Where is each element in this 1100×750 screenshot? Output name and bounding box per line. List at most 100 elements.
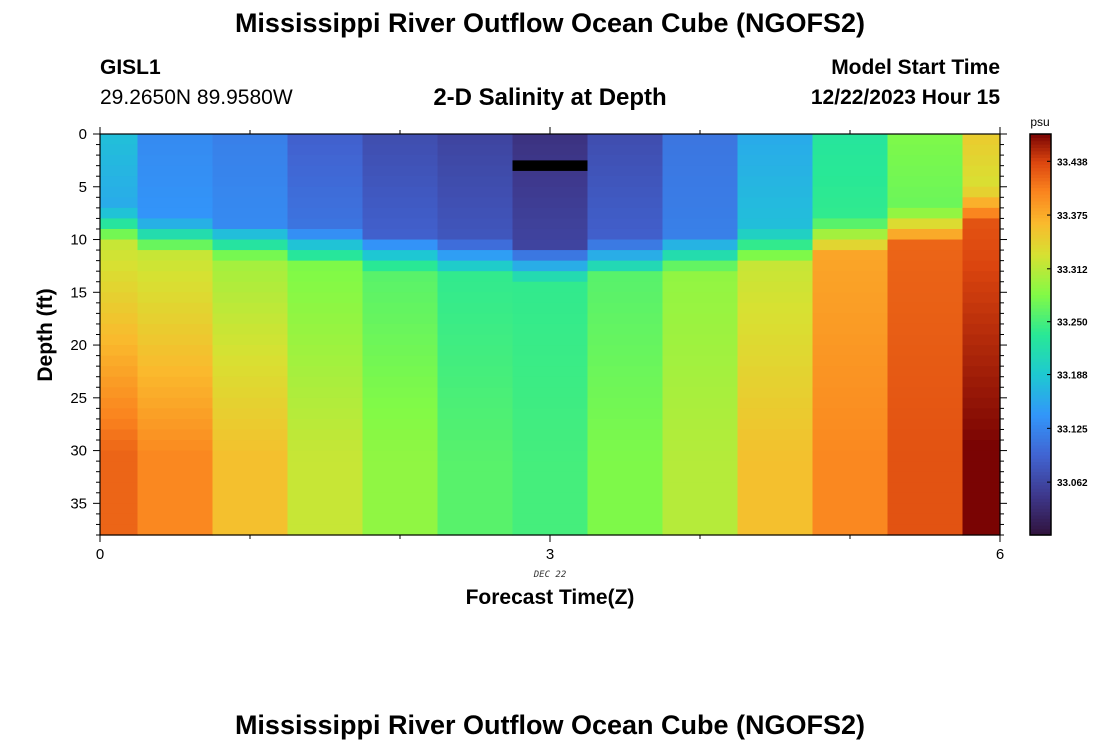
colorbar-swatch: [1030, 157, 1051, 162]
heatmap-cell: [962, 155, 1001, 167]
colorbar-swatch: [1030, 294, 1051, 299]
heatmap-cell: [662, 397, 739, 409]
colorbar-tick-label: 33.438: [1057, 157, 1088, 168]
heatmap-cell: [737, 260, 814, 272]
heatmap-cell: [887, 429, 964, 441]
heatmap-cell: [212, 418, 289, 431]
heatmap-cell: [137, 281, 214, 293]
heatmap-cell: [812, 207, 889, 220]
heatmap-cell: [812, 313, 889, 325]
colorbar-swatch: [1030, 354, 1051, 359]
heatmap-cell: [512, 524, 589, 536]
heatmap-cell: [512, 197, 589, 209]
colorbar-swatch: [1030, 361, 1051, 366]
heatmap-cell: [737, 176, 814, 188]
heatmap-cell: [737, 461, 814, 473]
heatmap-cell: [737, 355, 814, 367]
heatmap-cell: [512, 323, 589, 336]
heatmap-cell: [812, 376, 889, 388]
heatmap-cell: [100, 292, 139, 304]
heatmap-cell: [737, 513, 814, 526]
colorbar-swatch: [1030, 374, 1051, 379]
heatmap-cell: [887, 461, 964, 473]
heatmap-cell: [137, 292, 214, 304]
heatmap-cell: [362, 239, 439, 251]
heatmap-cell: [662, 492, 739, 504]
heatmap-cell: [362, 492, 439, 504]
heatmap-cell: [137, 186, 214, 198]
heatmap-cell: [437, 207, 514, 220]
colorbar-swatch: [1030, 147, 1051, 152]
heatmap-cell: [887, 155, 964, 167]
heatmap-cell: [962, 440, 1001, 452]
colorbar-swatch: [1030, 418, 1051, 422]
heatmap-cell: [100, 144, 139, 156]
colorbar-swatch: [1030, 284, 1051, 289]
heatmap-cell: [812, 366, 889, 378]
heatmap-cell: [812, 492, 889, 504]
colorbar-swatch: [1030, 438, 1051, 443]
heatmap-cell: [587, 197, 664, 209]
heatmap-cell: [437, 197, 514, 209]
colorbar-tick-label: 33.125: [1057, 424, 1088, 435]
colorbar-swatch: [1030, 384, 1051, 389]
heatmap-cell: [812, 345, 889, 357]
heatmap-cell: [512, 461, 589, 473]
colorbar-swatch: [1030, 518, 1051, 523]
heatmap-cell: [662, 155, 739, 167]
heatmap-cell: [587, 186, 664, 198]
heatmap-cell: [587, 239, 664, 251]
heatmap-cell: [737, 292, 814, 304]
heatmap-cell: [887, 440, 964, 452]
heatmap-cell: [362, 418, 439, 431]
heatmap-cell: [962, 165, 1001, 177]
heatmap-cell: [212, 239, 289, 251]
x-axis-title: Forecast Time(Z): [466, 586, 635, 609]
heatmap-cell: [362, 355, 439, 367]
heatmap-cell: [737, 302, 814, 314]
heatmap-cell: [437, 334, 514, 346]
heatmap-cell: [512, 503, 589, 515]
heatmap-cell: [662, 387, 739, 399]
heatmap-cell: [287, 250, 364, 262]
heatmap-cell: [812, 355, 889, 367]
colorbar-swatch: [1030, 210, 1051, 215]
heatmap-cell: [887, 366, 964, 378]
colorbar-swatch: [1030, 197, 1051, 202]
heatmap-cell: [437, 302, 514, 314]
heatmap-cell: [587, 155, 664, 167]
heatmap-cell: [962, 260, 1001, 272]
heatmap-cell: [137, 418, 214, 431]
heatmap-cell: [887, 165, 964, 177]
heatmap-cell: [962, 197, 1001, 209]
heatmap-cell: [100, 376, 139, 388]
heatmap-cell: [962, 176, 1001, 188]
heatmap-cell: [512, 165, 589, 177]
heatmap-cell: [212, 260, 289, 272]
colorbar-swatch: [1030, 311, 1051, 316]
heatmap-cell: [212, 492, 289, 504]
heatmap-cell: [662, 429, 739, 441]
page-title: Mississippi River Outflow Ocean Cube (NG…: [234, 8, 866, 38]
colorbar-swatch: [1030, 458, 1051, 463]
heatmap-cell: [137, 260, 214, 272]
colorbar-swatch: [1030, 451, 1051, 456]
heatmap-cell: [362, 281, 439, 293]
colorbar-swatch: [1030, 381, 1051, 386]
heatmap-cell: [812, 387, 889, 399]
colorbar-swatch: [1030, 224, 1051, 229]
colorbar-swatch: [1030, 214, 1051, 219]
heatmap-cell: [100, 197, 139, 209]
heatmap-cell: [587, 260, 664, 272]
heatmap-cell: [212, 281, 289, 293]
colorbar-swatch: [1030, 200, 1051, 205]
colorbar-swatch: [1030, 351, 1051, 356]
heatmap-cell: [437, 228, 514, 241]
heatmap-cell: [887, 239, 964, 251]
heatmap-cell: [962, 492, 1001, 504]
colorbar-swatch: [1030, 337, 1051, 342]
heatmap-cell: [437, 492, 514, 504]
heatmap-cell: [287, 176, 364, 188]
heatmap-cell: [512, 450, 589, 462]
heatmap-cell: [962, 366, 1001, 378]
